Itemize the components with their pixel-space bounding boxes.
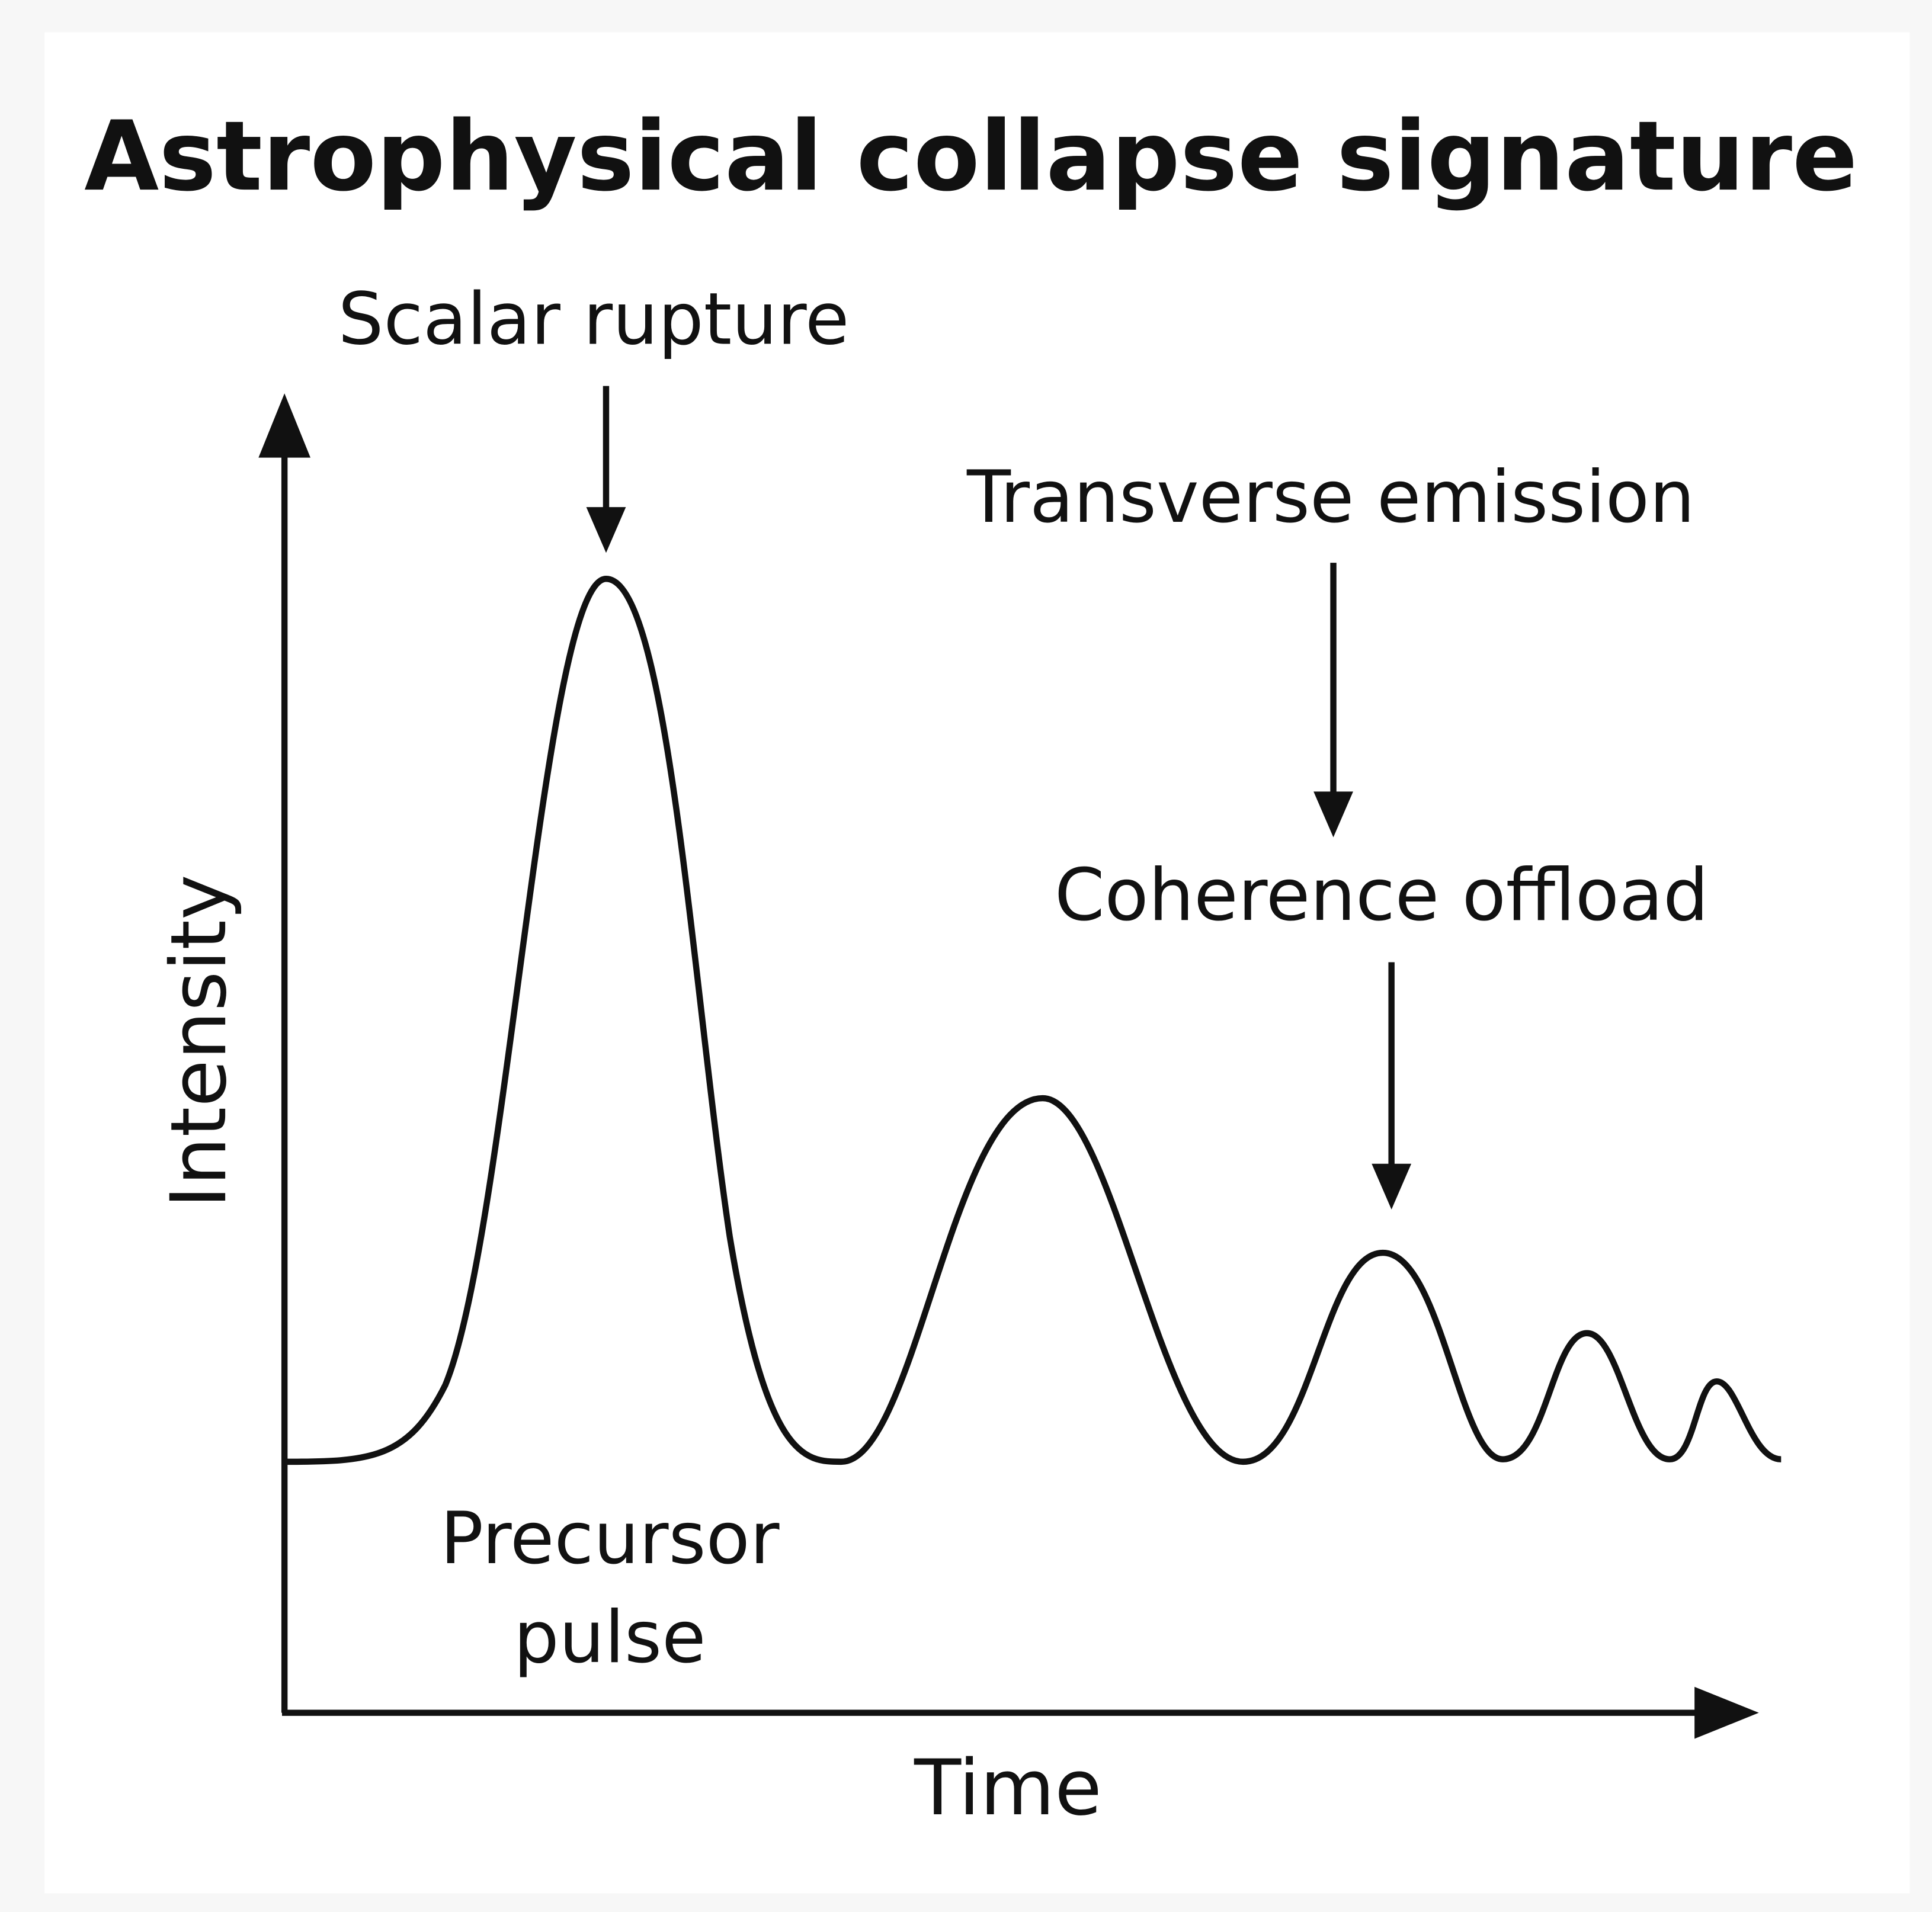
annotation-label: Transverse emission — [966, 455, 1695, 539]
annotation-label: Coherence offload — [1055, 854, 1709, 937]
canvas — [44, 32, 1910, 1894]
annotation-label: Scalar rupture — [338, 277, 850, 361]
x-axis-label: Time — [914, 1743, 1102, 1833]
annotation-label: Precursor — [440, 1497, 780, 1580]
y-axis-arrow — [258, 393, 311, 458]
title: Astrophysical collapse signature — [84, 101, 1857, 213]
y-axis-label: Intensity — [154, 874, 243, 1208]
annotation-arrowhead — [586, 507, 626, 553]
annotation-label: pulse — [514, 1596, 706, 1679]
annotation-arrowhead — [1313, 791, 1353, 838]
signal-curve — [284, 576, 1782, 1465]
annotation-arrowhead — [1372, 1163, 1412, 1210]
x-axis-arrow — [1694, 1686, 1759, 1739]
